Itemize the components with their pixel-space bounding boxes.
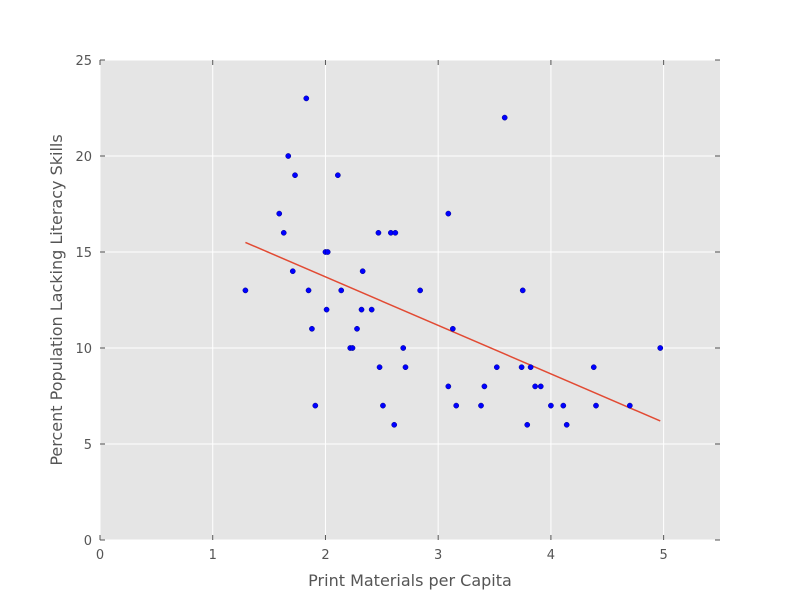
data-point — [368, 306, 375, 313]
x-tick-label: 4 — [547, 548, 555, 563]
x-tick-label: 0 — [96, 548, 104, 563]
data-point — [392, 229, 399, 236]
data-point — [626, 402, 633, 409]
data-point — [532, 383, 538, 390]
data-point — [493, 364, 500, 371]
data-point — [292, 172, 298, 179]
data-point — [309, 325, 315, 332]
x-tick-label: 3 — [434, 548, 442, 563]
data-point — [537, 383, 544, 390]
data-point — [376, 364, 383, 371]
data-point — [453, 402, 460, 409]
y-tick-label: 20 — [75, 150, 92, 165]
data-point — [323, 306, 330, 313]
data-point — [518, 364, 525, 371]
data-point — [524, 421, 531, 428]
data-point — [548, 402, 554, 409]
data-point — [527, 364, 534, 371]
trend-line-group — [245, 241, 661, 422]
data-point — [400, 345, 407, 351]
data-points — [242, 95, 664, 428]
data-point — [354, 325, 360, 332]
data-point — [445, 210, 452, 217]
data-point — [338, 287, 345, 294]
data-point — [276, 210, 283, 217]
data-point — [478, 402, 484, 409]
data-point — [449, 325, 456, 332]
y-tick-label: 0 — [84, 534, 92, 549]
data-point — [349, 345, 356, 351]
data-point — [358, 306, 365, 313]
y-tick-label: 25 — [75, 54, 92, 69]
x-axis-label: Print Materials per Capita — [308, 571, 512, 590]
data-point — [285, 153, 292, 159]
x-tick-label: 2 — [321, 548, 329, 563]
trend-line — [245, 241, 661, 422]
data-point — [560, 402, 567, 409]
tick-labels: 0 1 2 3 4 5 0 5 10 15 20 25 — [75, 54, 667, 563]
data-point — [519, 287, 526, 294]
data-point — [312, 402, 319, 409]
data-point — [590, 364, 597, 371]
data-point — [391, 421, 398, 428]
data-point — [417, 287, 423, 294]
y-tick-label: 5 — [84, 438, 92, 453]
y-axis-label: Percent Population Lacking Literacy Skil… — [47, 134, 66, 465]
data-point — [501, 114, 508, 121]
data-point — [445, 383, 452, 390]
data-point — [380, 402, 386, 409]
grid-lines — [99, 59, 720, 541]
data-point — [593, 402, 599, 409]
data-point — [303, 95, 310, 102]
data-point — [289, 268, 296, 275]
x-tick-label: 1 — [209, 548, 217, 563]
data-point — [305, 287, 312, 294]
y-tick-label: 15 — [75, 246, 92, 261]
data-point — [280, 229, 287, 236]
plot-area — [100, 60, 720, 540]
data-point — [481, 383, 488, 390]
data-point — [359, 268, 366, 275]
data-point — [402, 364, 409, 371]
x-tick-label: 5 — [659, 548, 667, 563]
data-point — [375, 229, 382, 236]
data-point — [242, 287, 249, 294]
data-point — [563, 421, 570, 428]
axis-ticks — [99, 59, 720, 541]
y-tick-label: 10 — [75, 342, 92, 357]
data-point — [657, 345, 664, 351]
data-point — [335, 172, 341, 179]
data-point — [324, 249, 331, 255]
